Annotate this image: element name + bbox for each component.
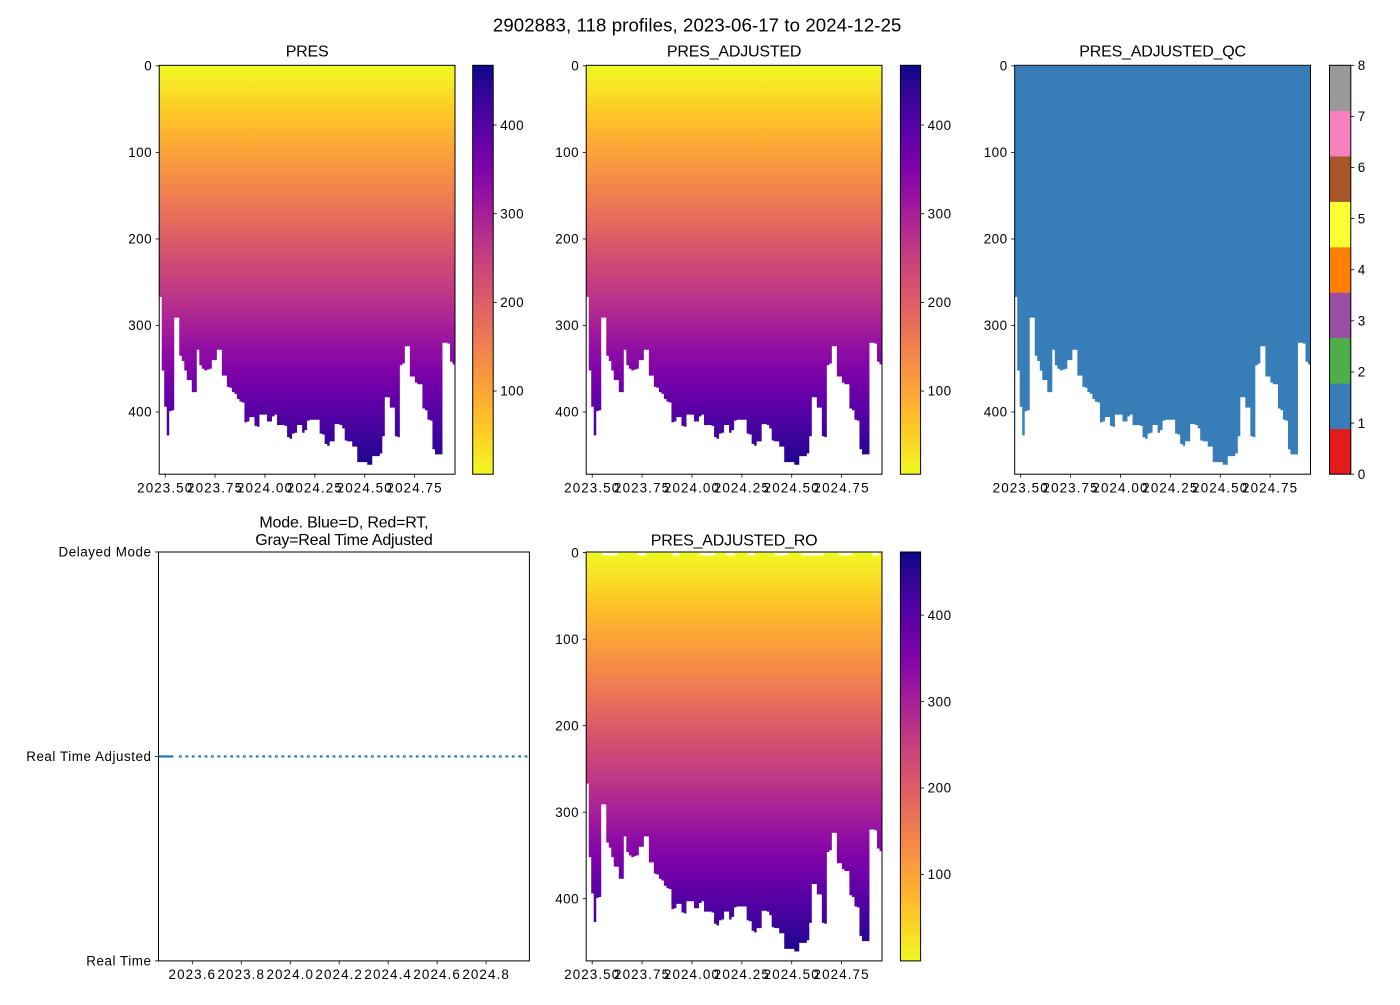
svg-text:300: 300 (984, 318, 1008, 333)
svg-text:100: 100 (928, 867, 952, 882)
svg-text:200: 200 (555, 718, 579, 733)
svg-text:300: 300 (555, 318, 579, 333)
svg-text:100: 100 (555, 632, 579, 647)
svg-text:2024.25: 2024.25 (714, 481, 770, 496)
svg-text:2024.50: 2024.50 (1192, 481, 1248, 496)
svg-text:100: 100 (984, 145, 1008, 160)
svg-text:PRES_ADJUSTED: PRES_ADJUSTED (667, 44, 801, 61)
svg-text:400: 400 (128, 405, 152, 420)
svg-text:2024.50: 2024.50 (764, 967, 820, 982)
svg-text:Gray=Real Time Adjusted: Gray=Real Time Adjusted (255, 532, 432, 549)
svg-text:300: 300 (928, 206, 952, 221)
svg-text:200: 200 (500, 295, 524, 310)
svg-text:8: 8 (1358, 58, 1366, 73)
svg-text:6: 6 (1358, 160, 1366, 175)
svg-text:300: 300 (555, 805, 579, 820)
svg-text:2024.00: 2024.00 (237, 481, 293, 496)
svg-text:4: 4 (1358, 262, 1366, 277)
svg-text:2024.00: 2024.00 (664, 481, 720, 496)
svg-text:100: 100 (500, 384, 524, 399)
svg-text:PRES_ADJUSTED_QC: PRES_ADJUSTED_QC (1079, 44, 1246, 61)
svg-text:PRES: PRES (286, 44, 329, 61)
svg-text:2023.6: 2023.6 (169, 967, 217, 982)
svg-text:2024.25: 2024.25 (714, 967, 770, 982)
svg-text:2024.4: 2024.4 (364, 967, 412, 982)
svg-text:0: 0 (571, 59, 579, 74)
svg-text:400: 400 (928, 118, 952, 133)
svg-text:5: 5 (1358, 211, 1366, 226)
svg-text:2024.2: 2024.2 (315, 967, 363, 982)
svg-text:2023.8: 2023.8 (217, 967, 265, 982)
svg-text:400: 400 (555, 891, 579, 906)
svg-text:2024.75: 2024.75 (814, 481, 870, 496)
svg-text:2024.50: 2024.50 (764, 481, 820, 496)
svg-text:Delayed Mode: Delayed Mode (59, 545, 152, 560)
svg-text:2023.50: 2023.50 (137, 481, 193, 496)
svg-text:3: 3 (1358, 314, 1366, 329)
svg-text:400: 400 (984, 405, 1008, 420)
svg-text:200: 200 (928, 295, 952, 310)
svg-text:2023.75: 2023.75 (614, 481, 670, 496)
svg-text:Real Time: Real Time (86, 954, 151, 969)
svg-text:400: 400 (555, 405, 579, 420)
svg-text:2024.6: 2024.6 (413, 967, 461, 982)
svg-text:200: 200 (555, 232, 579, 247)
svg-text:2024.0: 2024.0 (266, 967, 314, 982)
svg-text:300: 300 (928, 694, 952, 709)
svg-text:0: 0 (144, 59, 152, 74)
svg-text:0: 0 (1358, 467, 1366, 482)
svg-text:2024.25: 2024.25 (1142, 481, 1198, 496)
svg-text:0: 0 (1000, 59, 1008, 74)
svg-text:100: 100 (128, 145, 152, 160)
svg-text:200: 200 (128, 232, 152, 247)
svg-text:400: 400 (500, 118, 524, 133)
svg-text:300: 300 (128, 318, 152, 333)
svg-text:1: 1 (1358, 416, 1366, 431)
svg-text:200: 200 (984, 232, 1008, 247)
svg-text:2024.8: 2024.8 (462, 967, 510, 982)
svg-text:2023.50: 2023.50 (564, 967, 620, 982)
svg-text:7: 7 (1358, 109, 1366, 124)
svg-text:2024.25: 2024.25 (287, 481, 343, 496)
svg-text:400: 400 (928, 608, 952, 623)
svg-text:2024.75: 2024.75 (814, 967, 870, 982)
svg-text:2: 2 (1358, 365, 1366, 380)
svg-text:2902883, 118 profiles, 2023-06: 2902883, 118 profiles, 2023-06-17 to 202… (493, 15, 902, 36)
svg-text:2024.00: 2024.00 (664, 967, 720, 982)
svg-text:PRES_ADJUSTED_RO: PRES_ADJUSTED_RO (651, 533, 818, 550)
svg-text:2023.50: 2023.50 (993, 481, 1049, 496)
svg-text:200: 200 (928, 781, 952, 796)
svg-text:2024.00: 2024.00 (1092, 481, 1148, 496)
svg-text:Real Time Adjusted: Real Time Adjusted (26, 749, 151, 764)
svg-text:2024.75: 2024.75 (1242, 481, 1298, 496)
svg-text:2023.50: 2023.50 (564, 481, 620, 496)
svg-text:2023.75: 2023.75 (187, 481, 243, 496)
svg-text:100: 100 (555, 145, 579, 160)
svg-text:100: 100 (928, 384, 952, 399)
svg-text:Mode. Blue=D, Red=RT,: Mode. Blue=D, Red=RT, (259, 515, 428, 532)
svg-text:2023.75: 2023.75 (1043, 481, 1099, 496)
svg-text:2024.50: 2024.50 (337, 481, 393, 496)
svg-text:300: 300 (500, 206, 524, 221)
svg-text:2024.75: 2024.75 (387, 481, 443, 496)
svg-text:2023.75: 2023.75 (614, 967, 670, 982)
svg-text:0: 0 (571, 545, 579, 560)
